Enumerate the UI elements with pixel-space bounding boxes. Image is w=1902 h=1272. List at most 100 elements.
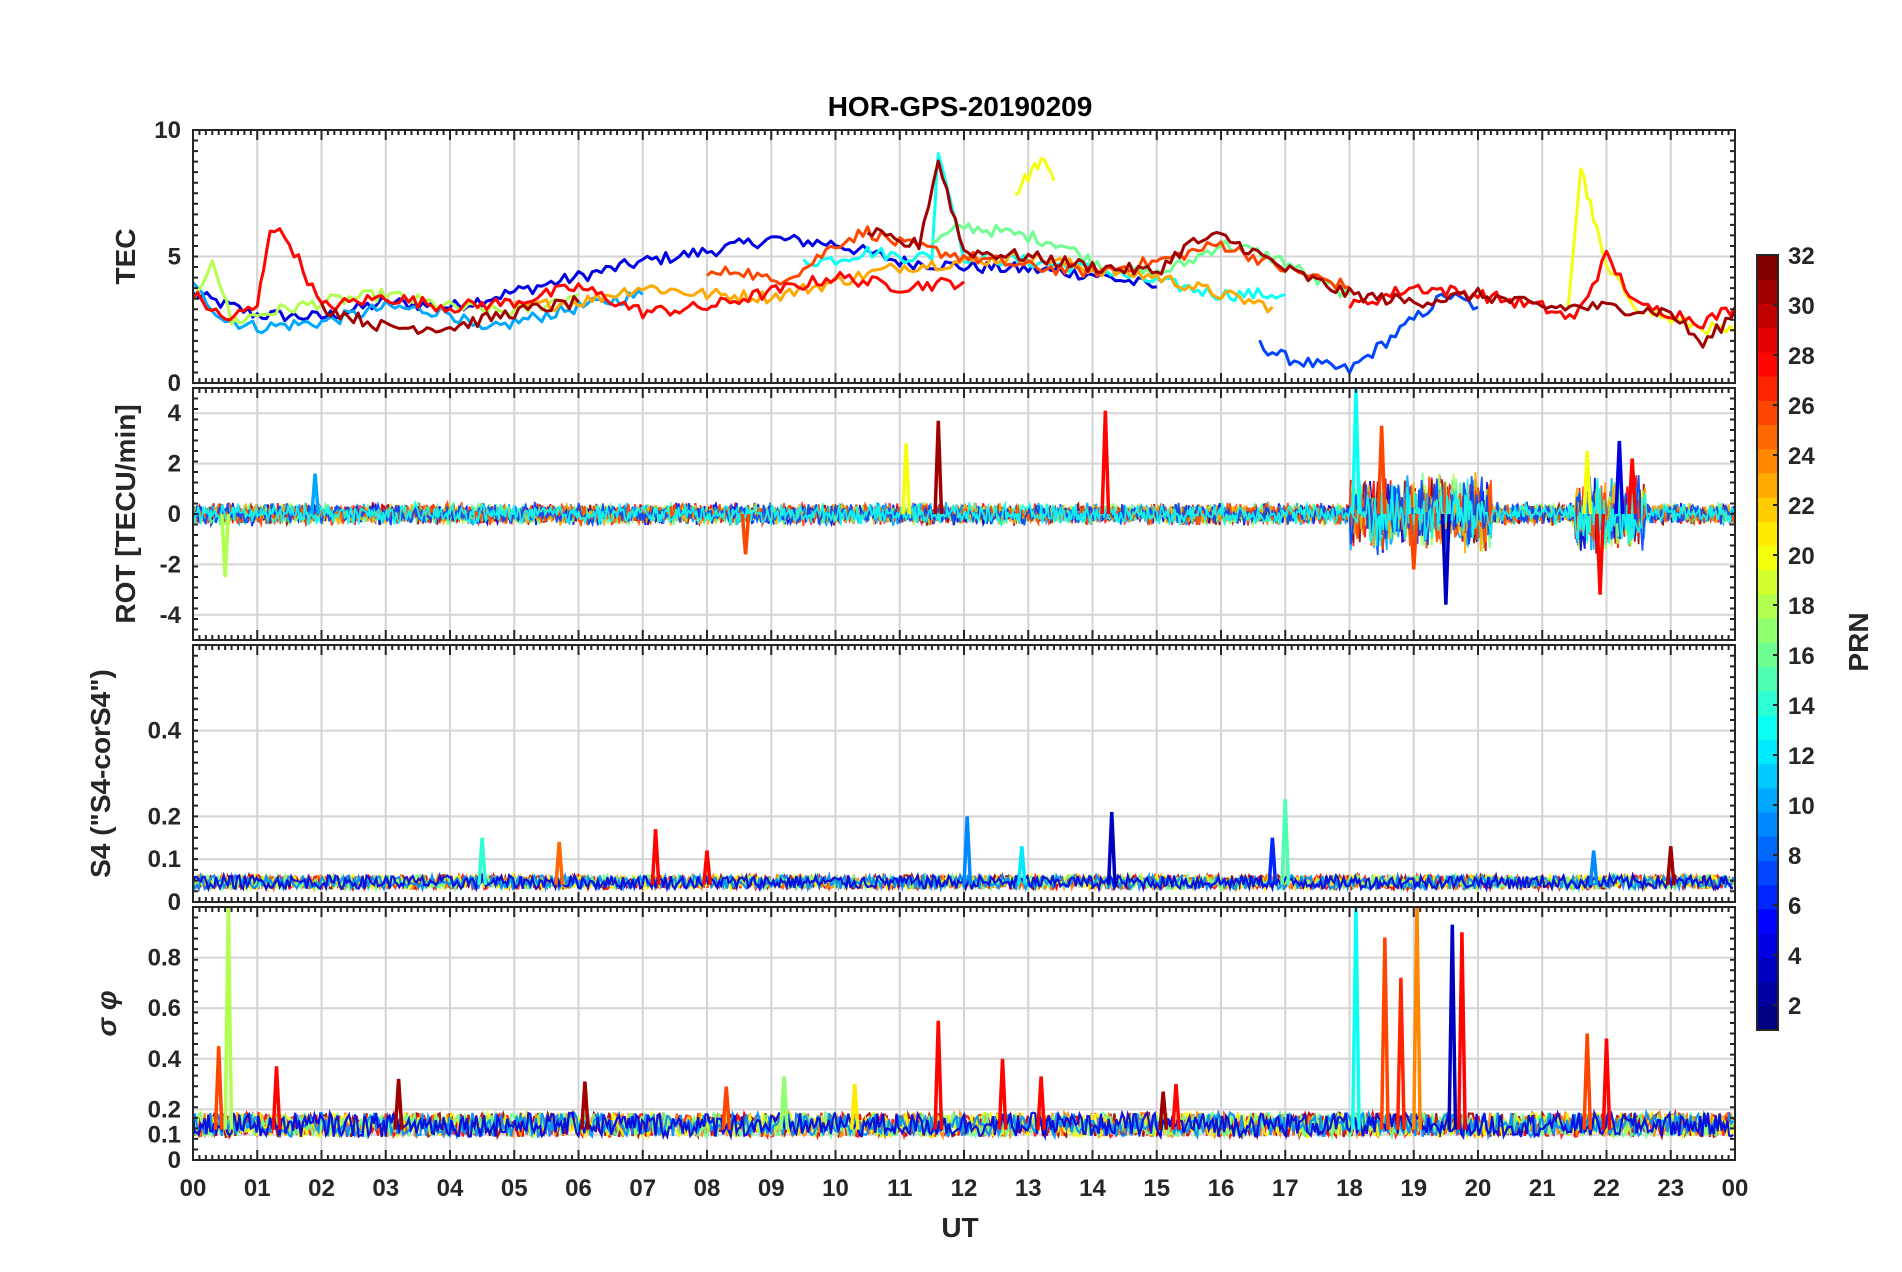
x-tick-label: 15 <box>1143 1175 1170 1202</box>
colorbar-segment <box>1757 255 1778 280</box>
x-tick-label: 20 <box>1465 1175 1492 1202</box>
tec-series-prn-28 <box>193 227 965 322</box>
panel-s4: 0 0.1 0.2 0.4 S4 ("S4-corS4") <box>85 644 1736 916</box>
x-tick-label: 02 <box>308 1175 335 1202</box>
s4-spike-prn-28 <box>650 829 661 885</box>
sigma-spike-prn-13 <box>1350 907 1361 1130</box>
rot-spike-prn-28 <box>1100 410 1111 515</box>
colorbar-tick-label: 6 <box>1788 893 1801 920</box>
colorbar-segment <box>1757 303 1778 329</box>
sigma-spike-prn-28 <box>271 1066 282 1130</box>
colorbar-segment <box>1757 715 1778 740</box>
colorbar-tick-label: 8 <box>1788 843 1801 870</box>
sigma-spike-prn-17 <box>779 1076 790 1130</box>
colorbar-segment <box>1757 279 1778 304</box>
colorbar-segment <box>1757 618 1778 643</box>
y-tick-label-s4: 0.4 <box>148 718 182 745</box>
sigma-baseline-prn-9 <box>193 1108 1734 1141</box>
panel-sigma: 00.10.2 0.4 0.6 0.8 σ φ <box>91 906 1736 1174</box>
y-axis-label-s4: S4 ("S4-corS4") <box>85 669 116 878</box>
rot-spike-prn-26 <box>1376 425 1387 515</box>
colorbar-tick-label: 14 <box>1788 693 1815 720</box>
x-tick-label: 13 <box>1015 1175 1042 1202</box>
x-tick-label: 03 <box>372 1175 399 1202</box>
x-tick-label: 14 <box>1079 1175 1106 1202</box>
colorbar-segment <box>1757 666 1778 692</box>
rot-spike-prn-13 <box>1350 388 1361 515</box>
s4-spike-prn-25 <box>554 841 565 885</box>
colorbar-frame <box>1756 254 1779 1031</box>
colorbar-tick-label: 4 <box>1788 943 1802 970</box>
sigma-spike-prn-31 <box>1158 1091 1169 1130</box>
colorbar-tick-label: 2 <box>1788 993 1801 1020</box>
y-axis-label-tec: TEC <box>110 229 141 285</box>
rot-spike-prn-28 <box>1627 458 1638 515</box>
x-tick-label: 07 <box>629 1175 656 1202</box>
sigma-spike-prn-28 <box>997 1058 1008 1130</box>
tec-series-prn-23 <box>514 250 1274 314</box>
sigma-spike-prn-18 <box>223 907 234 1130</box>
s4-spike-prn-31 <box>1665 846 1676 886</box>
series-sigma <box>193 907 1735 1141</box>
colorbar-tick-label: 12 <box>1788 743 1815 770</box>
colorbar-gradient <box>1756 254 1779 1031</box>
s4-spike-prn-6 <box>1267 837 1278 885</box>
y-tick-label-sigma: 0.4 <box>148 1046 182 1073</box>
rot-spike-prn-18 <box>220 513 231 578</box>
sigma-spike-prn-28 <box>1171 1083 1181 1130</box>
y-axis-label-rot: ROT [TECU/min] <box>110 404 141 623</box>
colorbar-tick-label: 30 <box>1788 293 1815 320</box>
tec-series-prn-13 <box>802 152 1286 303</box>
x-tick-label: 22 <box>1593 1175 1620 1202</box>
sigma-spike-prn-26 <box>1582 1033 1593 1130</box>
colorbar-segment <box>1757 957 1778 983</box>
colorbar-segment <box>1757 908 1778 934</box>
s4-spike-prn-9 <box>962 816 973 885</box>
axis-ticks-sigma <box>192 906 1735 1161</box>
x-tick-label: 16 <box>1208 1175 1235 1202</box>
colorbar-tick-label: 32 <box>1788 243 1815 270</box>
colorbar-segment <box>1757 594 1778 619</box>
colorbar-segment <box>1757 424 1778 450</box>
s4-spike-prn-28 <box>702 850 712 886</box>
colorbar-tick-label: 18 <box>1788 593 1815 620</box>
series-tec <box>193 152 1735 375</box>
rot-spike-prn-3 <box>1440 513 1451 605</box>
colorbar-segment <box>1757 497 1778 522</box>
s4-spike-prn-9 <box>1588 850 1599 886</box>
tec-series-prn-20 <box>1014 157 1056 197</box>
y-tick-label-sigma: 0.6 <box>148 995 181 1022</box>
x-tick-label: 10 <box>822 1175 849 1202</box>
colorbar-segment <box>1757 351 1778 377</box>
tec-series-prn-31 <box>866 159 1735 349</box>
colorbar-segment <box>1757 376 1778 401</box>
rot-spike-prn-28 <box>1595 513 1606 595</box>
colorbar-tick-label: 28 <box>1788 343 1815 370</box>
colorbar-segment <box>1757 763 1778 789</box>
series-s4 <box>193 799 1735 894</box>
y-tick-label-rot: -4 <box>160 602 182 629</box>
sigma-spike-prn-27 <box>1395 977 1406 1130</box>
x-tick-label: 04 <box>437 1175 464 1202</box>
y-tick-label-rot: 2 <box>168 451 181 478</box>
y-axis-label-sigma: σ φ <box>91 990 122 1036</box>
x-tick-label: 23 <box>1657 1175 1684 1202</box>
y-tick-label-sigma: 0.2 <box>148 1096 181 1123</box>
x-tick-label: 00 <box>180 1175 207 1202</box>
x-tick-label: 01 <box>244 1175 271 1202</box>
rot-spike-prn-26 <box>740 513 751 555</box>
y-tick-label-s4: 0.1 <box>148 846 181 873</box>
colorbar-label: PRN <box>1843 612 1874 671</box>
sigma-spike-prn-26 <box>1379 937 1390 1130</box>
colorbar-segment <box>1757 836 1778 861</box>
rot-spike-prn-20 <box>1582 450 1593 515</box>
sigma-spike-prn-28 <box>1456 932 1467 1130</box>
s4-spike-prn-14 <box>477 837 488 885</box>
y-tick-label-rot: -2 <box>160 551 181 578</box>
colorbar-segment <box>1757 739 1778 765</box>
colorbar-segment <box>1757 787 1778 813</box>
rot-noise-prn-13 <box>193 478 1735 547</box>
